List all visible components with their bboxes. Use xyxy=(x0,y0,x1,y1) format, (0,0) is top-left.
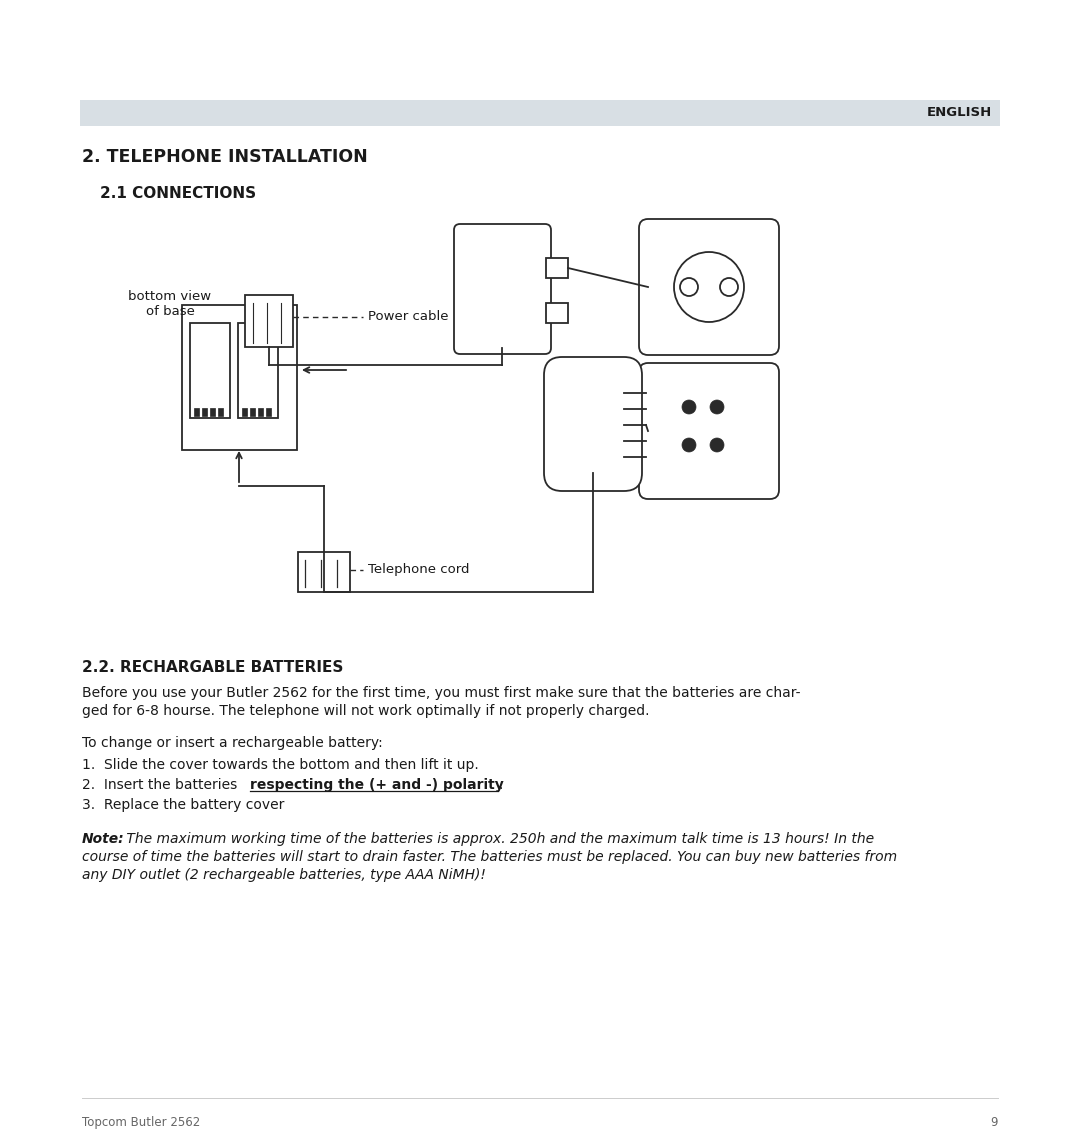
Bar xyxy=(80,100,1000,126)
Text: Note:: Note: xyxy=(82,832,124,846)
Text: The maximum working time of the batteries is approx. 250h and the maximum talk t: The maximum working time of the batterie… xyxy=(122,832,874,846)
Text: respecting the (+ and -) polarity: respecting the (+ and -) polarity xyxy=(249,778,503,792)
Bar xyxy=(238,323,278,418)
Bar xyxy=(258,408,264,415)
Bar xyxy=(546,303,568,323)
FancyBboxPatch shape xyxy=(544,357,642,491)
Text: Before you use your Butler 2562 for the first time, you must first make sure tha: Before you use your Butler 2562 for the … xyxy=(82,686,800,700)
Text: Power cable: Power cable xyxy=(368,310,448,324)
Circle shape xyxy=(720,278,738,295)
Text: any DIY outlet (2 rechargeable batteries, type AAA NiMH)!: any DIY outlet (2 rechargeable batteries… xyxy=(82,868,486,882)
Text: 9: 9 xyxy=(990,1116,998,1129)
Bar xyxy=(245,295,293,348)
Text: 2.1 CONNECTIONS: 2.1 CONNECTIONS xyxy=(100,186,256,201)
Bar xyxy=(202,408,207,415)
Bar xyxy=(249,408,255,415)
Bar xyxy=(194,408,199,415)
Bar xyxy=(546,258,568,278)
Text: To change or insert a rechargeable battery:: To change or insert a rechargeable batte… xyxy=(82,736,382,751)
Text: bottom view
of base: bottom view of base xyxy=(129,290,212,318)
Bar xyxy=(218,408,222,415)
Text: 2.  Insert the batteries: 2. Insert the batteries xyxy=(82,778,242,792)
Circle shape xyxy=(674,252,744,321)
Circle shape xyxy=(710,438,724,452)
FancyBboxPatch shape xyxy=(454,224,551,354)
Bar xyxy=(190,323,230,418)
Text: .: . xyxy=(498,778,502,792)
Bar xyxy=(210,408,215,415)
Text: ENGLISH: ENGLISH xyxy=(927,106,993,120)
Text: ged for 6-8 hourse. The telephone will not work optimally if not properly charge: ged for 6-8 hourse. The telephone will n… xyxy=(82,704,649,718)
Text: Telephone cord: Telephone cord xyxy=(368,564,470,576)
Text: Topcom Butler 2562: Topcom Butler 2562 xyxy=(82,1116,200,1129)
Text: 2. TELEPHONE INSTALLATION: 2. TELEPHONE INSTALLATION xyxy=(82,148,368,166)
Bar xyxy=(242,408,247,415)
Text: course of time the batteries will start to drain faster. The batteries must be r: course of time the batteries will start … xyxy=(82,850,897,864)
Text: 3.  Replace the battery cover: 3. Replace the battery cover xyxy=(82,798,284,812)
Text: 1.  Slide the cover towards the bottom and then lift it up.: 1. Slide the cover towards the bottom an… xyxy=(82,758,478,772)
Bar xyxy=(266,408,271,415)
Circle shape xyxy=(681,438,696,452)
Circle shape xyxy=(681,400,696,414)
Circle shape xyxy=(710,400,724,414)
FancyBboxPatch shape xyxy=(639,363,779,499)
Polygon shape xyxy=(183,305,297,451)
Text: 2.2. RECHARGABLE BATTERIES: 2.2. RECHARGABLE BATTERIES xyxy=(82,660,343,675)
Bar xyxy=(298,552,350,592)
FancyBboxPatch shape xyxy=(639,218,779,355)
Circle shape xyxy=(680,278,698,295)
